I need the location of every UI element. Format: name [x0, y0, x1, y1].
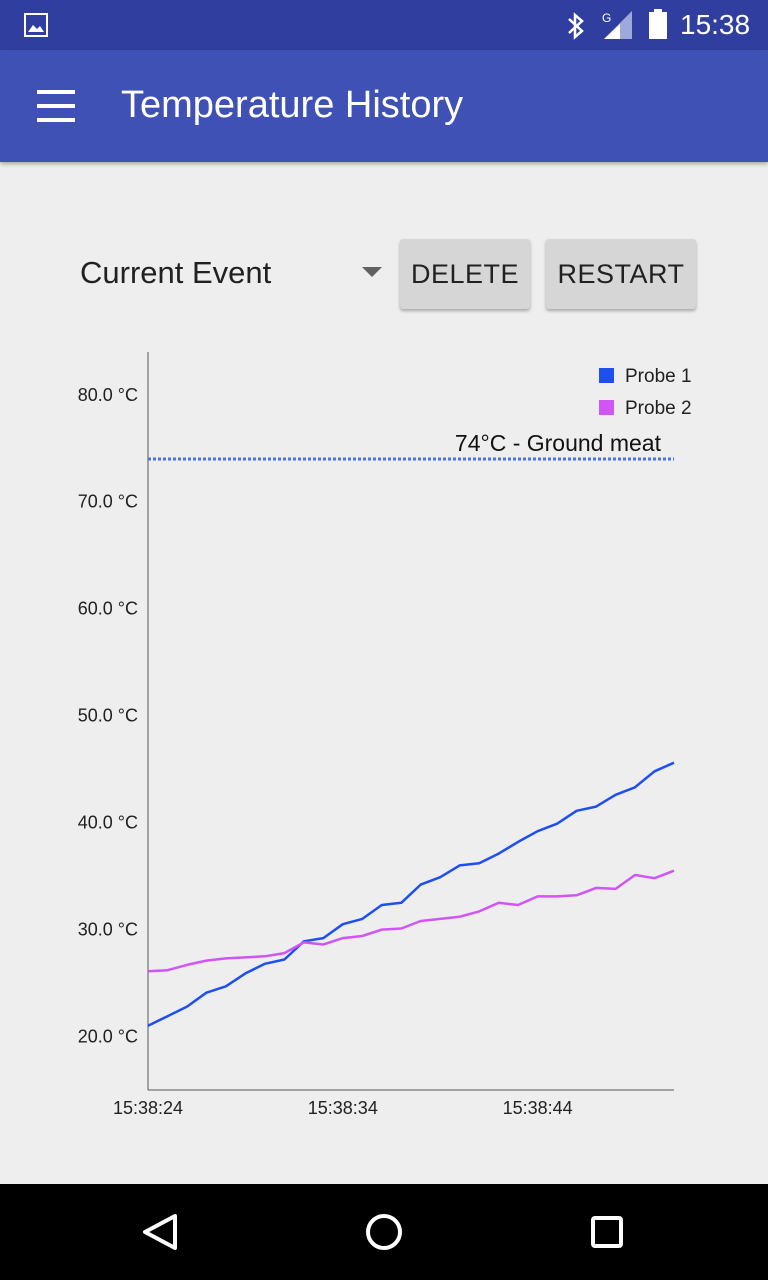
restart-button[interactable]: RESTART	[546, 239, 696, 309]
navigation-bar	[0, 1184, 768, 1280]
threshold-label: 74°C - Ground meat	[455, 430, 662, 456]
status-bar: G 15:38	[0, 0, 768, 50]
back-icon[interactable]	[137, 1208, 185, 1256]
event-dropdown[interactable]: Current Event	[80, 235, 386, 315]
y-tick-label: 60.0 °C	[78, 599, 138, 619]
series-line-probe-2	[147, 869, 675, 973]
y-tick-label: 50.0 °C	[78, 706, 138, 726]
status-time: 15:38	[680, 9, 751, 40]
delete-button[interactable]: DELETE	[400, 239, 530, 309]
x-tick-label: 15:38:34	[308, 1098, 378, 1118]
legend-label: Probe 2	[625, 398, 692, 419]
home-icon[interactable]	[359, 1208, 409, 1256]
app-bar: Temperature History	[0, 50, 768, 162]
temperature-chart-svg: 20.0 °C 30.0 °C 40.0 °C 50.0 °C 60.0 °C 70.0 …	[78, 352, 692, 1118]
chevron-down-icon	[362, 267, 382, 277]
page-title: Temperature History	[121, 84, 464, 126]
event-dropdown-value: Current Event	[80, 255, 272, 290]
legend-swatch	[599, 400, 614, 415]
gallery-icon	[24, 13, 48, 37]
bluetooth-icon	[568, 12, 584, 40]
recents-icon[interactable]	[583, 1208, 631, 1256]
temperature-chart: 20.0 °C 30.0 °C 40.0 °C 50.0 °C 60.0 °C 70.0 …	[0, 340, 768, 1130]
y-tick-label: 80.0 °C	[78, 385, 138, 405]
legend-label: Probe 1	[625, 366, 692, 387]
x-tick-label: 15:38:24	[113, 1098, 183, 1118]
x-tick-label: 15:38:44	[503, 1098, 573, 1118]
legend-swatch	[599, 368, 614, 383]
battery-icon	[649, 9, 667, 39]
network-type-label: G	[602, 11, 611, 25]
y-tick-label: 20.0 °C	[78, 1027, 138, 1047]
signal-icon: G	[602, 11, 632, 39]
y-tick-label: 70.0 °C	[78, 492, 138, 512]
y-tick-label: 40.0 °C	[78, 813, 138, 833]
controls-row: Current Event DELETE RESTART	[0, 235, 768, 315]
y-tick-label: 30.0 °C	[78, 920, 138, 940]
hamburger-menu-icon[interactable]	[26, 80, 86, 132]
series-line-probe-1	[147, 761, 675, 1027]
